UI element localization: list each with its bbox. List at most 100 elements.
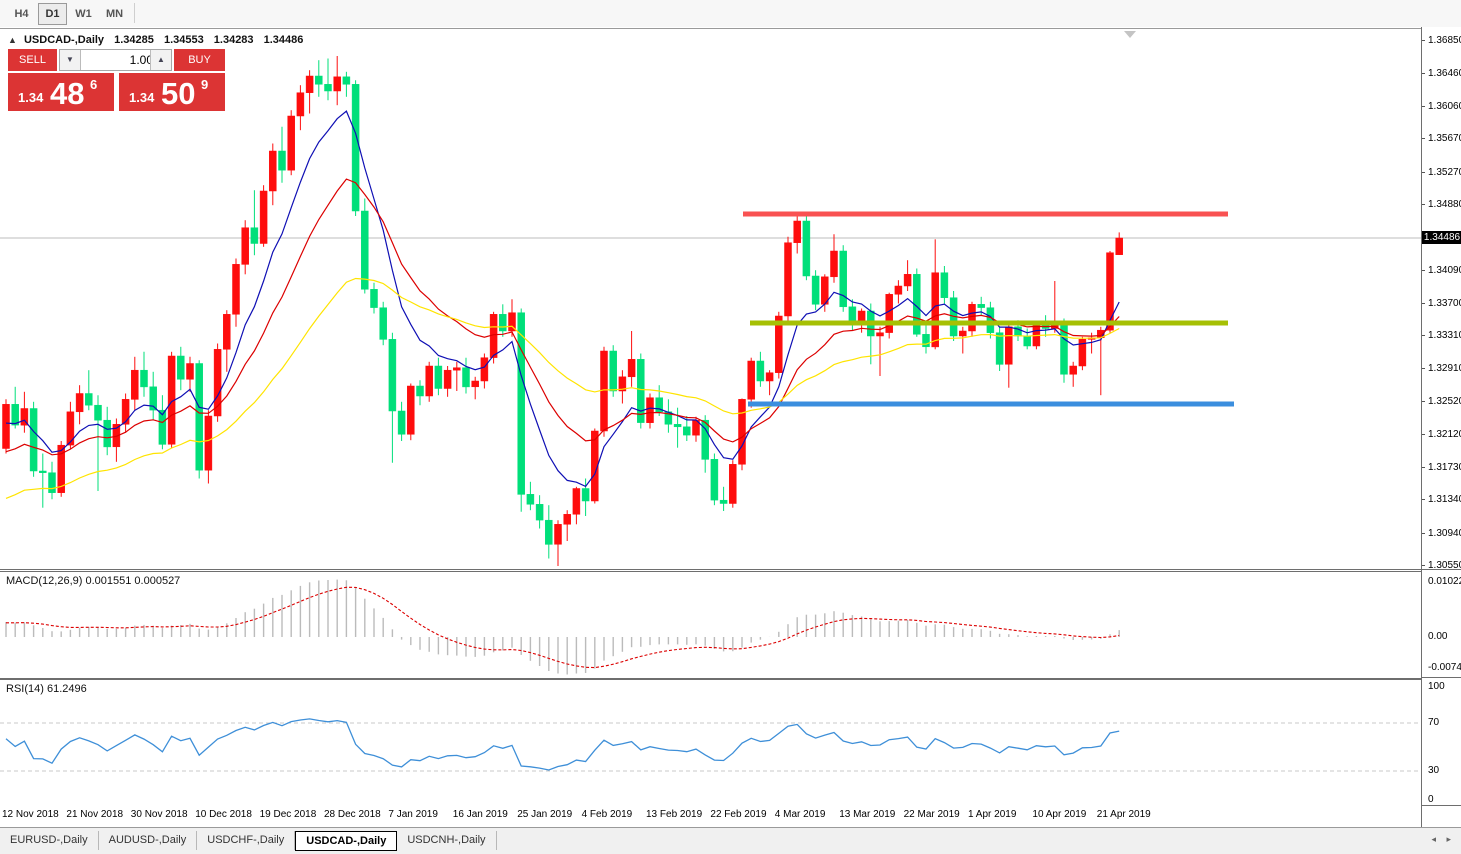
date-axis-label: 12 Nov 2018 xyxy=(2,809,59,820)
price-axis-label: 1.33310 xyxy=(1428,330,1461,341)
price-tick xyxy=(1422,105,1425,107)
date-axis-label: 10 Apr 2019 xyxy=(1032,809,1087,820)
buy-price-prefix: 1.34 xyxy=(129,90,155,105)
price-axis-label: 1.31730 xyxy=(1428,461,1461,473)
price-tick xyxy=(1422,171,1425,173)
rsi-line xyxy=(5,718,1120,771)
price-tick xyxy=(1422,499,1425,501)
panel-separator xyxy=(1422,569,1461,570)
toolbar-separator xyxy=(134,3,135,23)
buy-price-big: 50 xyxy=(161,76,196,111)
price-axis-label: 1.33700 xyxy=(1428,297,1461,309)
tab-usdcnh[interactable]: USDCNH-,Daily xyxy=(397,831,497,850)
date-axis-label: 16 Jan 2019 xyxy=(452,809,508,820)
date-axis-label: 13 Mar 2019 xyxy=(839,809,896,820)
pivot-line xyxy=(750,320,1228,326)
date-axis-label: 25 Jan 2019 xyxy=(517,809,573,820)
rsi-value: 61.2496 xyxy=(46,683,87,695)
date-axis-label: 4 Mar 2019 xyxy=(774,809,826,820)
date-axis-label: 21 Nov 2018 xyxy=(66,809,124,820)
price-axis-label: 1.34880 xyxy=(1428,199,1461,211)
slow-ma xyxy=(5,277,1120,499)
chart-column: ▲ USDCAD-,Daily 1.34285 1.34553 1.34283 … xyxy=(0,27,1421,827)
volume-decrease-icon[interactable]: ▼ xyxy=(60,50,81,70)
ohlc-low: 1.34283 xyxy=(213,34,254,46)
price-axis-label: 1.31340 xyxy=(1428,494,1461,506)
ohlc-high: 1.34553 xyxy=(163,34,204,46)
price-axis-label: 1.32120 xyxy=(1428,429,1461,441)
date-axis-label: 22 Mar 2019 xyxy=(903,809,960,820)
main-chart-panel[interactable]: ▲ USDCAD-,Daily 1.34285 1.34553 1.34283 … xyxy=(0,28,1421,570)
volume-spinner: ▼ ▲ xyxy=(59,49,172,71)
date-axis-label: 13 Feb 2019 xyxy=(646,809,703,820)
date-axis-label: 22 Feb 2019 xyxy=(710,809,767,820)
panel-separator xyxy=(1422,805,1461,806)
date-axis-label: 1 Apr 2019 xyxy=(968,809,1017,820)
timeframe-button-d1[interactable]: D1 xyxy=(38,3,67,25)
ohlc-open: 1.34285 xyxy=(114,34,154,46)
price-axis-label: 1.36060 xyxy=(1428,100,1461,112)
macd-chart xyxy=(5,579,1120,675)
price-tick xyxy=(1422,335,1425,336)
current-price-tag: 1.34486 xyxy=(1422,231,1461,244)
buy-price-pip: 9 xyxy=(201,77,209,92)
price-tick xyxy=(1422,434,1425,436)
price-axis-label: 1.30550 xyxy=(1428,560,1461,571)
price-tick xyxy=(1422,40,1425,41)
tab-eurusd[interactable]: EURUSD-,Daily xyxy=(0,831,99,850)
collapse-panel-icon[interactable]: ▲ xyxy=(8,35,17,45)
timeframe-button-w1[interactable]: W1 xyxy=(75,8,92,20)
tab-scroll-arrows[interactable]: ◂ ▸ xyxy=(1431,834,1455,844)
price-axis-label: 1.35270 xyxy=(1428,166,1461,178)
rsi-axis-label: 100 xyxy=(1428,681,1445,692)
price-tick xyxy=(1422,72,1425,74)
price-tick xyxy=(1422,204,1425,206)
chart-tab-bar: ◂ ▸ EURUSD-,Daily AUDUSD-,Daily USDCHF-,Da… xyxy=(0,827,1461,854)
tab-usdchf[interactable]: USDCHF-,Daily xyxy=(197,831,296,850)
date-axis-label: 21 Apr 2019 xyxy=(1096,809,1151,820)
panel-separator xyxy=(1422,677,1461,678)
price-tick xyxy=(1422,400,1425,402)
date-axis-label: 28 Dec 2018 xyxy=(324,809,381,820)
fast-ma xyxy=(5,110,1120,488)
tab-usdcad[interactable]: USDCAD-,Daily xyxy=(295,831,398,851)
sell-price-prefix: 1.34 xyxy=(18,90,44,105)
buy-button[interactable]: BUY xyxy=(174,49,225,71)
candlestick-chart[interactable] xyxy=(0,29,1421,569)
date-axis[interactable]: 12 Nov 2018 21 Nov 2018 30 Nov 2018 10 Dec … xyxy=(0,805,1421,827)
sell-price-big: 48 xyxy=(50,76,85,111)
price-axis-label: 1.32910 xyxy=(1428,363,1461,375)
price-axis-label: 1.36460 xyxy=(1428,67,1461,79)
symbol-info-line: ▲ USDCAD-,Daily 1.34285 1.34553 1.34283 … xyxy=(8,34,303,46)
macd-indicator-panel[interactable]: MACD(12,26,9) 0.001551 0.000527 xyxy=(0,571,1421,679)
macd-axis-label: -0.007477 xyxy=(1428,662,1461,673)
macd-header: MACD(12,26,9) 0.001551 0.000527 xyxy=(6,575,181,587)
date-axis-label: 19 Dec 2018 xyxy=(259,809,317,820)
rsi-indicator-panel[interactable]: RSI(14) 61.2496 xyxy=(0,679,1421,807)
sell-button[interactable]: SELL xyxy=(8,49,57,71)
timeframe-button-h4[interactable]: H4 xyxy=(14,8,29,20)
price-tick xyxy=(1422,270,1425,271)
timeframe-button-mn[interactable]: MN xyxy=(105,8,124,20)
date-axis-label: 4 Feb 2019 xyxy=(581,809,633,820)
price-tick xyxy=(1422,466,1425,468)
rsi-chart xyxy=(0,718,1421,772)
price-axis[interactable]: 1.36850 1.36460 1.36060 1.35670 1.35270 1.348… xyxy=(1421,27,1461,827)
tab-audusd[interactable]: AUDUSD-,Daily xyxy=(99,831,198,850)
sell-price-quote[interactable]: 1.34 48 6 xyxy=(8,73,114,111)
support-line xyxy=(748,401,1234,407)
rsi-axis-label: 0 xyxy=(1428,794,1434,805)
price-tick xyxy=(1422,532,1425,534)
volume-increase-icon[interactable]: ▲ xyxy=(150,50,171,70)
price-tick xyxy=(1422,565,1425,566)
price-axis-label: 1.34090 xyxy=(1428,265,1461,276)
macd-axis-label: 0.00 xyxy=(1428,631,1448,642)
price-axis-label: 1.36850 xyxy=(1428,35,1461,46)
volume-input[interactable] xyxy=(82,50,156,70)
date-axis-label: 10 Dec 2018 xyxy=(195,809,252,820)
symbol-name: USDCAD-,Daily xyxy=(23,34,105,46)
buy-price-quote[interactable]: 1.34 50 9 xyxy=(119,73,225,111)
date-axis-label: 30 Nov 2018 xyxy=(130,809,188,820)
price-axis-label: 1.35670 xyxy=(1428,133,1461,145)
